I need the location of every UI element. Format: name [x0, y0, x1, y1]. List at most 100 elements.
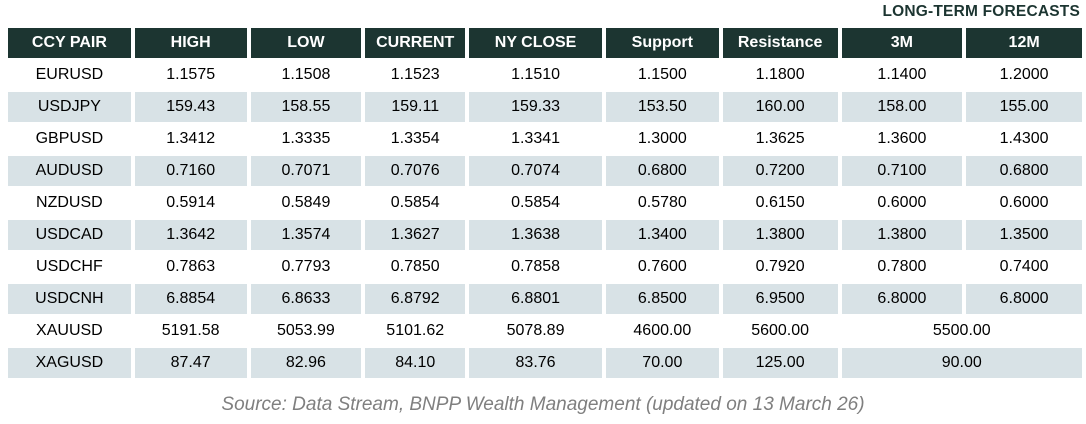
usdchf-m3-forecast-cell: 0.7800 [841, 252, 963, 282]
table-row-xagusd: XAGUSD 87.47 82.96 84.10 83.76 70.00 125.00 90.… [8, 348, 1082, 378]
table-row-usdchf: USDCHF 0.7863 0.7793 0.7850 0.7858 0.7600 0.79… [8, 252, 1082, 282]
eurusd-current-cell: 1.1523 [365, 60, 466, 90]
usdcad-m3-forecast-cell: 1.3800 [841, 220, 963, 250]
gbpusd-current-cell: 1.3354 [365, 124, 466, 154]
column-header-current: CURRENT [365, 28, 466, 58]
table-row-eurusd: EURUSD 1.1575 1.1508 1.1523 1.1510 1.1500 1.18… [8, 60, 1082, 90]
nzdusd-current-cell: 0.5854 [365, 188, 466, 218]
usdcad-ny-close-cell: 1.3638 [469, 220, 602, 250]
nzdusd-pair-cell: NZDUSD [8, 188, 131, 218]
eurusd-support-cell: 1.1500 [605, 60, 719, 90]
nzdusd-ny-close-cell: 0.5854 [469, 188, 602, 218]
xagusd-high-cell: 87.47 [134, 348, 247, 378]
gbpusd-m12-forecast-cell: 1.4300 [966, 124, 1082, 154]
column-header-support: Support [605, 28, 719, 58]
gbpusd-support-cell: 1.3000 [605, 124, 719, 154]
gbpusd-pair-cell: GBPUSD [8, 124, 131, 154]
usdcnh-high-cell: 6.8854 [134, 284, 247, 314]
eurusd-m3-forecast-cell: 1.1400 [841, 60, 963, 90]
usdcad-current-cell: 1.3627 [365, 220, 466, 250]
usdcnh-m3-forecast-cell: 6.8000 [841, 284, 963, 314]
usdchf-high-cell: 0.7863 [134, 252, 247, 282]
usdchf-current-cell: 0.7850 [365, 252, 466, 282]
gbpusd-high-cell: 1.3412 [134, 124, 247, 154]
audusd-low-cell: 0.7071 [250, 156, 362, 186]
nzdusd-m12-forecast-cell: 0.6000 [966, 188, 1082, 218]
usdcad-m12-forecast-cell: 1.3500 [966, 220, 1082, 250]
nzdusd-resistance-cell: 0.6150 [722, 188, 838, 218]
usdcad-low-cell: 1.3574 [250, 220, 362, 250]
table-row-xauusd: XAUUSD 5191.58 5053.99 5101.62 5078.89 4600.0… [8, 316, 1082, 346]
xauusd-high-cell: 5191.58 [134, 316, 247, 346]
xauusd-low-cell: 5053.99 [250, 316, 362, 346]
xagusd-resistance-cell: 125.00 [722, 348, 838, 378]
nzdusd-high-cell: 0.5914 [134, 188, 247, 218]
usdcnh-support-cell: 6.8500 [605, 284, 719, 314]
table-row-usdjpy: USDJPY 159.43 158.55 159.11 159.33 153.50 160.… [8, 92, 1082, 122]
usdjpy-support-cell: 153.50 [605, 92, 719, 122]
table-row-nzdusd: NZDUSD 0.5914 0.5849 0.5854 0.5854 0.5780 0.61… [8, 188, 1082, 218]
xauusd-ny-close-cell: 5078.89 [469, 316, 602, 346]
nzdusd-m3-forecast-cell: 0.6000 [841, 188, 963, 218]
page-title: LONG-TERM FORECASTS [882, 3, 1080, 20]
table-header-row: CCY PAIR HIGH LOW CURRENT NY CLOSE Support Res… [8, 28, 1082, 58]
usdcnh-low-cell: 6.8633 [250, 284, 362, 314]
audusd-m3-forecast-cell: 0.7100 [841, 156, 963, 186]
audusd-ny-close-cell: 0.7074 [469, 156, 602, 186]
xagusd-low-cell: 82.96 [250, 348, 362, 378]
usdchf-low-cell: 0.7793 [250, 252, 362, 282]
nzdusd-low-cell: 0.5849 [250, 188, 362, 218]
table-row-gbpusd: GBPUSD 1.3412 1.3335 1.3354 1.3341 1.3000 1.36… [8, 124, 1082, 154]
eurusd-ny-close-cell: 1.1510 [469, 60, 602, 90]
usdjpy-current-cell: 159.11 [365, 92, 466, 122]
fx-forecast-table: CCY PAIR HIGH LOW CURRENT NY CLOSE Support Res… [4, 26, 1086, 380]
table-row-usdcnh: USDCNH 6.8854 6.8633 6.8792 6.8801 6.8500 6.95… [8, 284, 1082, 314]
usdchf-support-cell: 0.7600 [605, 252, 719, 282]
usdchf-resistance-cell: 0.7920 [722, 252, 838, 282]
usdchf-m12-forecast-cell: 0.7400 [966, 252, 1082, 282]
column-header-3m: 3M [841, 28, 963, 58]
xauusd-current-cell: 5101.62 [365, 316, 466, 346]
eurusd-m12-forecast-cell: 1.2000 [966, 60, 1082, 90]
column-header-low: LOW [250, 28, 362, 58]
audusd-m12-forecast-cell: 0.6800 [966, 156, 1082, 186]
xagusd-support-cell: 70.00 [605, 348, 719, 378]
usdjpy-ny-close-cell: 159.33 [469, 92, 602, 122]
xagusd-forecast-merged-cell: 90.00 [841, 348, 1082, 378]
table-row-usdcad: USDCAD 1.3642 1.3574 1.3627 1.3638 1.3400 1.38… [8, 220, 1082, 250]
usdcnh-pair-cell: USDCNH [8, 284, 131, 314]
usdcnh-m12-forecast-cell: 6.8000 [966, 284, 1082, 314]
source-attribution: Source: Data Stream, BNPP Wealth Managem… [221, 394, 865, 415]
usdjpy-resistance-cell: 160.00 [722, 92, 838, 122]
xauusd-pair-cell: XAUUSD [8, 316, 131, 346]
usdcad-support-cell: 1.3400 [605, 220, 719, 250]
xagusd-current-cell: 84.10 [365, 348, 466, 378]
usdchf-ny-close-cell: 0.7858 [469, 252, 602, 282]
usdcnh-current-cell: 6.8792 [365, 284, 466, 314]
audusd-high-cell: 0.7160 [134, 156, 247, 186]
column-header-ny-close: NY CLOSE [469, 28, 602, 58]
xauusd-support-cell: 4600.00 [605, 316, 719, 346]
column-header-ccy-pair: CCY PAIR [8, 28, 131, 58]
usdjpy-low-cell: 158.55 [250, 92, 362, 122]
gbpusd-low-cell: 1.3335 [250, 124, 362, 154]
usdjpy-pair-cell: USDJPY [8, 92, 131, 122]
usdcad-pair-cell: USDCAD [8, 220, 131, 250]
table-body: EURUSD 1.1575 1.1508 1.1523 1.1510 1.1500 1.18… [8, 60, 1082, 378]
usdjpy-high-cell: 159.43 [134, 92, 247, 122]
gbpusd-m3-forecast-cell: 1.3600 [841, 124, 963, 154]
eurusd-high-cell: 1.1575 [134, 60, 247, 90]
table-row-audusd: AUDUSD 0.7160 0.7071 0.7076 0.7074 0.6800 0.72… [8, 156, 1082, 186]
usdjpy-m3-forecast-cell: 158.00 [841, 92, 963, 122]
usdcad-high-cell: 1.3642 [134, 220, 247, 250]
eurusd-resistance-cell: 1.1800 [722, 60, 838, 90]
eurusd-pair-cell: EURUSD [8, 60, 131, 90]
nzdusd-support-cell: 0.5780 [605, 188, 719, 218]
usdjpy-m12-forecast-cell: 155.00 [966, 92, 1082, 122]
audusd-current-cell: 0.7076 [365, 156, 466, 186]
gbpusd-ny-close-cell: 1.3341 [469, 124, 602, 154]
usdcad-resistance-cell: 1.3800 [722, 220, 838, 250]
column-header-resistance: Resistance [722, 28, 838, 58]
audusd-pair-cell: AUDUSD [8, 156, 131, 186]
